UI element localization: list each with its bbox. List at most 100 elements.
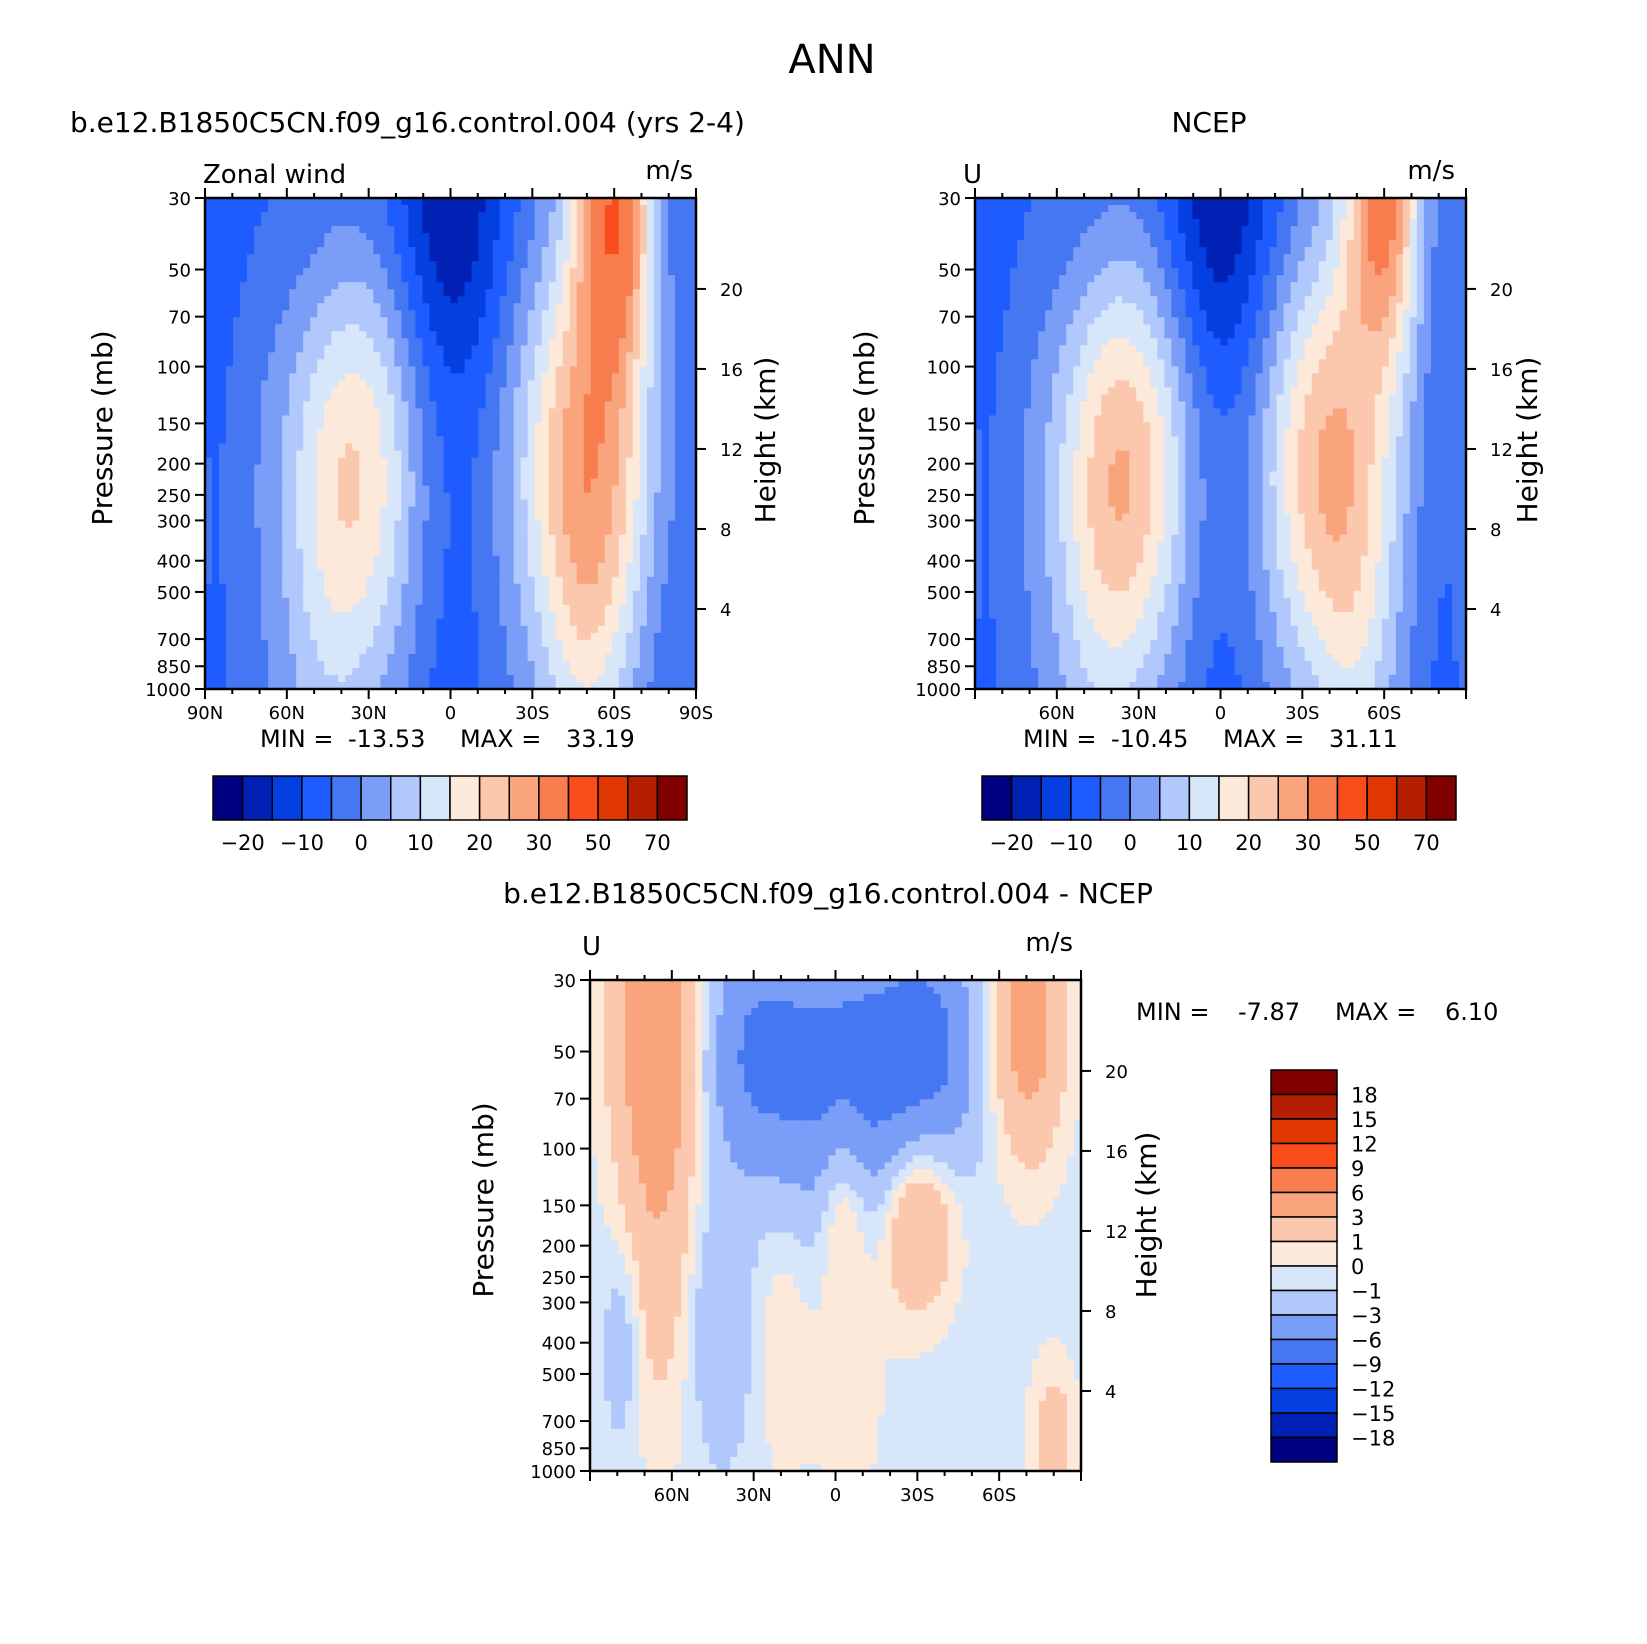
contour-cell xyxy=(254,478,262,487)
contour-cell xyxy=(352,611,360,620)
contour-cell xyxy=(331,275,339,283)
contour-cell xyxy=(555,471,564,480)
contour-cell xyxy=(324,310,332,318)
contour-cell xyxy=(387,338,395,346)
contour-cell xyxy=(576,583,585,592)
contour-cell xyxy=(450,660,459,669)
contour-cell xyxy=(226,429,234,438)
contour-cell xyxy=(205,611,213,620)
contour-cell xyxy=(394,254,402,262)
contour-cell xyxy=(618,436,627,445)
contour-cell xyxy=(667,639,676,648)
contour-cell xyxy=(604,233,613,241)
contour-cell xyxy=(534,233,543,241)
contour-cell xyxy=(611,541,620,550)
contour-cell xyxy=(408,457,417,466)
contour-cell xyxy=(548,590,557,599)
contour-cell xyxy=(331,282,339,290)
contour-cell xyxy=(233,352,241,360)
contour-cell xyxy=(422,415,431,424)
contour-cell xyxy=(254,562,262,571)
contour-cell xyxy=(345,275,353,283)
contour-cell xyxy=(457,268,466,276)
contour-cell xyxy=(597,268,606,276)
contour-cell xyxy=(373,625,381,634)
contour-cell xyxy=(240,457,248,466)
contour-cell xyxy=(464,576,473,585)
contour-cell xyxy=(569,457,578,466)
contour-cell xyxy=(527,492,536,501)
contour-cell xyxy=(415,268,424,276)
contour-cell xyxy=(310,394,318,403)
contour-cell xyxy=(310,310,318,318)
contour-cell xyxy=(296,674,304,683)
contour-cell xyxy=(226,352,234,360)
contour-cell xyxy=(268,492,276,501)
contour-cell xyxy=(485,667,494,676)
contour-cell xyxy=(219,226,227,234)
contour-cell xyxy=(324,457,332,466)
contour-cell xyxy=(569,562,578,571)
contour-cell xyxy=(310,282,318,290)
contour-cell xyxy=(303,352,311,360)
contour-cell xyxy=(359,303,367,311)
contour-cell xyxy=(618,296,627,304)
contour-cell xyxy=(499,310,508,318)
contour-cell xyxy=(681,247,690,255)
contour-cell xyxy=(387,324,395,332)
contour-cell xyxy=(555,562,564,571)
contour-cell xyxy=(359,450,367,459)
contour-cell xyxy=(394,268,402,276)
contour-cell xyxy=(541,597,550,606)
contour-cell xyxy=(247,268,255,276)
contour-cell xyxy=(527,485,536,494)
contour-cell xyxy=(296,548,304,557)
contour-cell xyxy=(527,261,536,269)
contour-cell xyxy=(338,366,346,374)
contour-cell xyxy=(282,450,290,459)
contour-cell xyxy=(359,513,367,522)
contour-cell xyxy=(520,443,529,452)
contour-cell xyxy=(674,527,683,536)
contour-cell xyxy=(422,401,431,410)
contour-cell xyxy=(646,345,655,353)
pressure-tick-label: 1000 xyxy=(145,680,191,701)
contour-cell xyxy=(310,275,318,283)
contour-cell xyxy=(660,660,669,669)
contour-cell xyxy=(303,660,311,669)
contour-cell xyxy=(674,219,683,227)
contour-cell xyxy=(282,331,290,339)
contour-cell xyxy=(261,464,269,473)
contour-cell xyxy=(688,338,697,346)
contour-cell xyxy=(506,226,515,234)
contour-cell xyxy=(240,541,248,550)
contour-cell xyxy=(555,541,564,550)
contour-cell xyxy=(268,562,276,571)
contour-cell xyxy=(394,240,402,248)
contour-cell xyxy=(471,296,480,304)
contour-cell xyxy=(548,233,557,241)
contour-cell xyxy=(492,289,501,297)
contour-cell xyxy=(527,625,536,634)
contour-cell xyxy=(352,660,360,669)
contour-cell xyxy=(618,499,627,508)
contour-cell xyxy=(219,464,227,473)
contour-cell xyxy=(527,590,536,599)
contour-cell xyxy=(359,464,367,473)
contour-cell xyxy=(247,625,255,634)
contour-cell xyxy=(527,639,536,648)
contour-cell xyxy=(394,464,402,473)
contour-cell xyxy=(359,534,367,543)
contour-cell xyxy=(660,555,669,564)
contour-cell xyxy=(345,527,353,536)
contour-cell xyxy=(380,303,388,311)
contour-cell xyxy=(576,429,585,438)
contour-cell xyxy=(247,471,255,480)
contour-cell xyxy=(555,548,564,557)
contour-cell xyxy=(590,597,599,606)
contour-cell xyxy=(492,667,501,676)
contour-cell xyxy=(590,268,599,276)
contour-cell xyxy=(387,212,395,220)
contour-cell xyxy=(597,590,606,599)
contour-cell xyxy=(457,282,466,290)
